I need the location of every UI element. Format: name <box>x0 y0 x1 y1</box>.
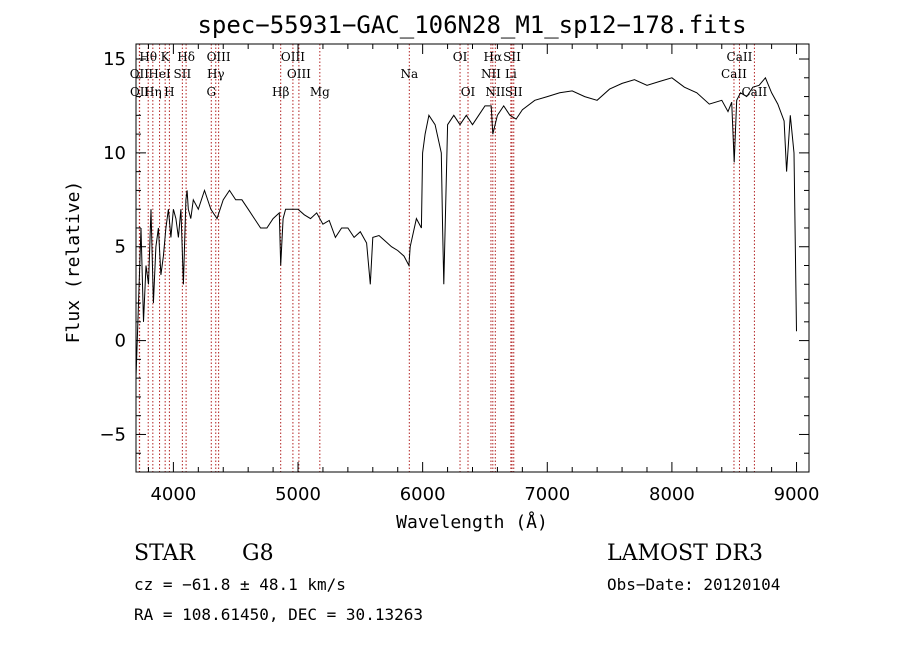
y-tick-label: 0 <box>115 331 126 352</box>
sky-coordinates: RA = 108.61450, DEC = 30.13263 <box>134 605 423 624</box>
spectral-line-label: CaII <box>721 67 747 81</box>
spectrum-line <box>135 76 797 379</box>
spectral-line-label: H <box>164 85 174 99</box>
spectral-line-label: HeI <box>148 67 171 81</box>
spectral-line-label: NII <box>485 85 505 99</box>
x-axis-label: Wavelength (Å) <box>396 511 548 533</box>
x-tick-label: 9000 <box>774 484 820 505</box>
chart-title: spec−55931−GAC_106N28_M1_sp12−178.fits <box>197 11 746 39</box>
spectral-line-label: Hγ <box>207 67 225 81</box>
spectral-line-label: OII <box>130 85 150 99</box>
spectral-line-label: G <box>206 85 216 99</box>
spectral-line-label: NII <box>481 67 501 81</box>
spectral-line-label: OIII <box>281 50 305 64</box>
spectral-line-label: Hθ <box>139 50 157 64</box>
x-tick-label: 8000 <box>649 484 695 505</box>
x-tick-label: 6000 <box>400 484 446 505</box>
spectral-line-label: SII <box>503 50 521 64</box>
spectral-line-label: OI <box>453 50 468 64</box>
spectral-line-label: SII <box>174 67 192 81</box>
spectral-line-label: SII <box>505 85 523 99</box>
spectral-line-label: Li <box>505 67 517 81</box>
x-tick-label: 5000 <box>275 484 321 505</box>
axis-ticks: 4000 5000 6000 7000 8000 9000 −5 0 5 10 15 <box>99 44 819 505</box>
y-tick-label: 15 <box>103 49 126 70</box>
spectral-line-label: Na <box>400 67 418 81</box>
spectral-line-label: CaII <box>727 50 753 64</box>
spectral-line-label: Mg <box>310 85 330 99</box>
spectral-line-label: OIII <box>287 67 311 81</box>
y-tick-label: −5 <box>99 424 126 445</box>
y-axis-label: Flux (relative) <box>63 181 84 344</box>
x-tick-label: 4000 <box>150 484 196 505</box>
spectral-line-markers <box>138 44 755 472</box>
observation-date: Obs−Date: 20120104 <box>607 575 780 594</box>
spectral-line-label: Hη <box>144 85 162 99</box>
x-tick-label: 7000 <box>524 484 570 505</box>
spectral-line-label: OI <box>461 85 476 99</box>
plot-frame <box>135 43 810 473</box>
spectral-line-label: OIII <box>207 50 231 64</box>
spectral-line-label: Hα <box>484 50 503 64</box>
redshift-velocity: cz = −61.8 ± 48.1 km/s <box>134 575 346 594</box>
spectral-line-label: Hβ <box>272 85 289 99</box>
object-class: STAR <box>134 541 196 566</box>
spectral-line-label: K <box>161 50 171 64</box>
spectral-line-label: OII <box>130 67 150 81</box>
spectral-line-label: Hδ <box>177 50 195 64</box>
y-tick-label: 5 <box>115 237 126 258</box>
object-subclass: G8 <box>242 541 274 566</box>
y-tick-label: 10 <box>103 143 126 164</box>
survey-name: LAMOST DR3 <box>607 541 763 566</box>
